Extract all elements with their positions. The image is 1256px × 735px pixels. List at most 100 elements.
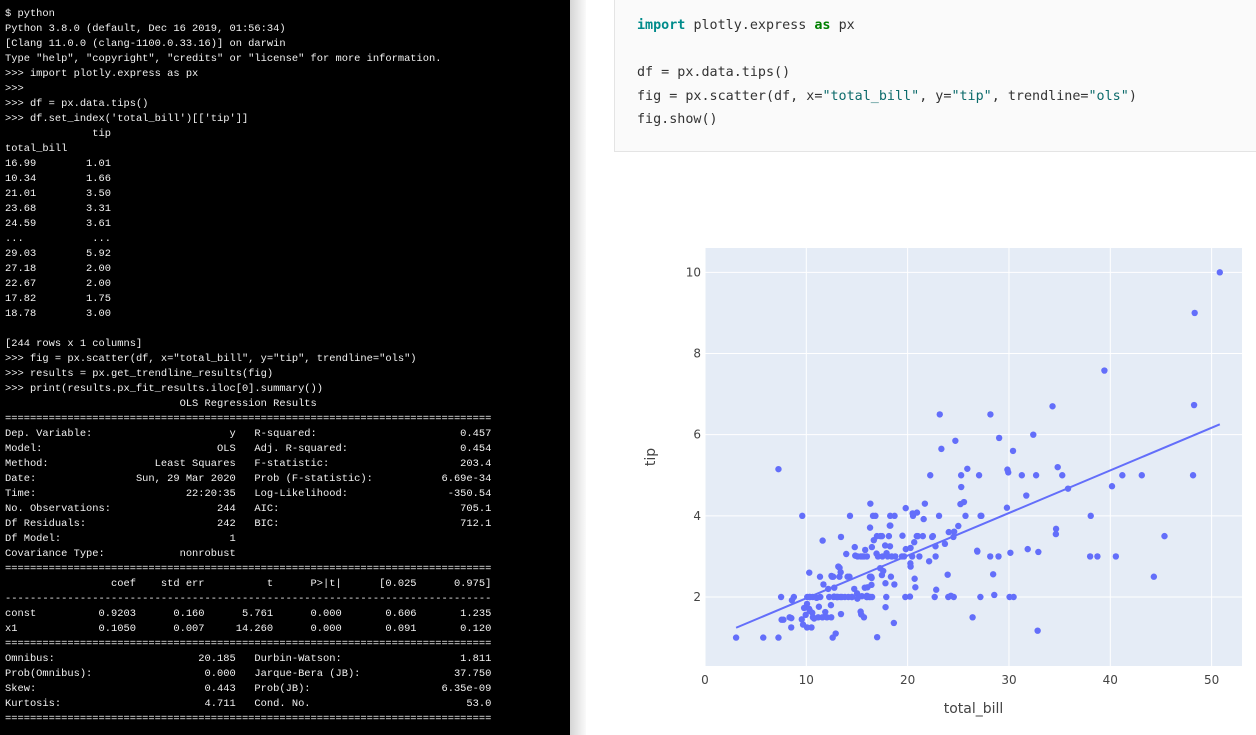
code-line-import: import plotly.express as px — [637, 18, 855, 33]
code-token: , trendline= — [991, 88, 1089, 104]
data-point — [1108, 483, 1116, 490]
code-token: , y= — [919, 88, 952, 104]
code-cell[interactable]: import plotly.express as px df = px.data… — [614, 0, 1256, 152]
data-point — [1009, 447, 1017, 455]
scatter-chart[interactable]: 0 10 20 30 40 50 2 4 6 8 10 total_bill tip — [620, 210, 1256, 735]
data-point — [1216, 269, 1224, 276]
data-point — [938, 445, 945, 453]
data-point — [885, 532, 893, 540]
data-point — [883, 593, 890, 601]
y-tick-label: 8 — [693, 347, 701, 361]
data-point — [872, 512, 879, 520]
data-point — [832, 630, 839, 637]
code-line-show: fig.show() — [637, 112, 718, 127]
data-point — [1150, 573, 1158, 580]
data-point — [957, 472, 965, 479]
data-point — [931, 593, 938, 601]
y-tick-label: 6 — [693, 428, 701, 442]
data-point — [848, 593, 856, 601]
data-point — [899, 532, 906, 539]
data-point — [991, 591, 998, 599]
data-point — [1052, 530, 1060, 538]
data-point — [808, 624, 815, 631]
data-point — [798, 616, 805, 623]
data-point — [1005, 469, 1012, 476]
y-axis-label: tip — [643, 448, 659, 466]
data-point — [958, 483, 965, 491]
y-tick-label: 2 — [693, 590, 701, 604]
data-point — [1003, 504, 1011, 511]
data-point — [822, 608, 829, 616]
data-point — [975, 472, 983, 479]
data-point — [874, 553, 882, 560]
code-token: fig = px.scatter(df, x= — [637, 88, 823, 104]
data-point — [920, 515, 927, 523]
data-point — [851, 543, 858, 551]
data-point — [1190, 401, 1198, 409]
x-tick-label: 20 — [900, 673, 915, 687]
code-string: "ols" — [1088, 88, 1129, 104]
keyword-import: import — [637, 18, 686, 33]
data-point — [1054, 463, 1061, 471]
data-point — [828, 614, 835, 621]
data-point — [1119, 472, 1126, 479]
data-point — [882, 580, 889, 587]
terminal-window[interactable]: $ python Python 3.8.0 (default, Dec 16 2… — [0, 0, 570, 735]
data-point — [853, 590, 861, 597]
data-point — [1087, 512, 1094, 520]
data-point — [775, 634, 782, 641]
data-point — [927, 472, 934, 479]
data-point — [911, 575, 918, 582]
x-tick-label: 50 — [1204, 673, 1219, 687]
data-point — [945, 528, 952, 536]
data-point — [887, 573, 895, 580]
data-point — [989, 571, 997, 578]
data-point — [902, 593, 909, 601]
data-point — [837, 610, 845, 618]
x-tick-label: 0 — [701, 673, 709, 687]
data-point — [933, 586, 940, 593]
code-alias: px — [838, 18, 855, 33]
data-point — [788, 614, 795, 622]
data-point — [960, 498, 968, 506]
data-point — [887, 522, 894, 529]
data-point — [803, 624, 811, 631]
data-point — [964, 465, 971, 472]
data-point — [1059, 472, 1066, 479]
data-point — [1018, 472, 1026, 479]
data-point — [925, 558, 933, 565]
data-point — [1049, 403, 1056, 410]
code-string: "total_bill" — [822, 88, 920, 104]
plot-background — [705, 248, 1242, 666]
data-point — [846, 512, 854, 520]
data-point — [955, 522, 962, 530]
y-tick-label: 10 — [686, 265, 701, 279]
data-point — [760, 634, 767, 641]
data-point — [890, 619, 898, 627]
x-axis-label: total_bill — [944, 701, 1004, 717]
data-point — [1032, 472, 1040, 479]
data-point — [817, 593, 824, 601]
data-point — [882, 603, 889, 611]
data-point — [892, 553, 899, 560]
data-point — [881, 542, 889, 549]
data-point — [1035, 548, 1042, 556]
data-point — [950, 528, 958, 535]
x-tick-label: 40 — [1103, 673, 1118, 687]
data-point — [873, 633, 881, 641]
data-point — [803, 600, 811, 608]
data-point — [868, 593, 876, 601]
code-line-data: df = px.data.tips() — [637, 65, 791, 80]
data-point — [907, 563, 914, 570]
data-point — [1191, 309, 1198, 317]
data-point — [880, 567, 887, 575]
window-divider — [570, 0, 586, 735]
data-point — [790, 593, 798, 601]
data-point — [941, 540, 949, 548]
x-tick-label: 10 — [799, 673, 814, 687]
data-point — [780, 616, 787, 623]
data-points — [732, 269, 1224, 641]
data-point — [830, 573, 837, 580]
data-point — [921, 500, 929, 507]
data-point — [987, 553, 994, 560]
